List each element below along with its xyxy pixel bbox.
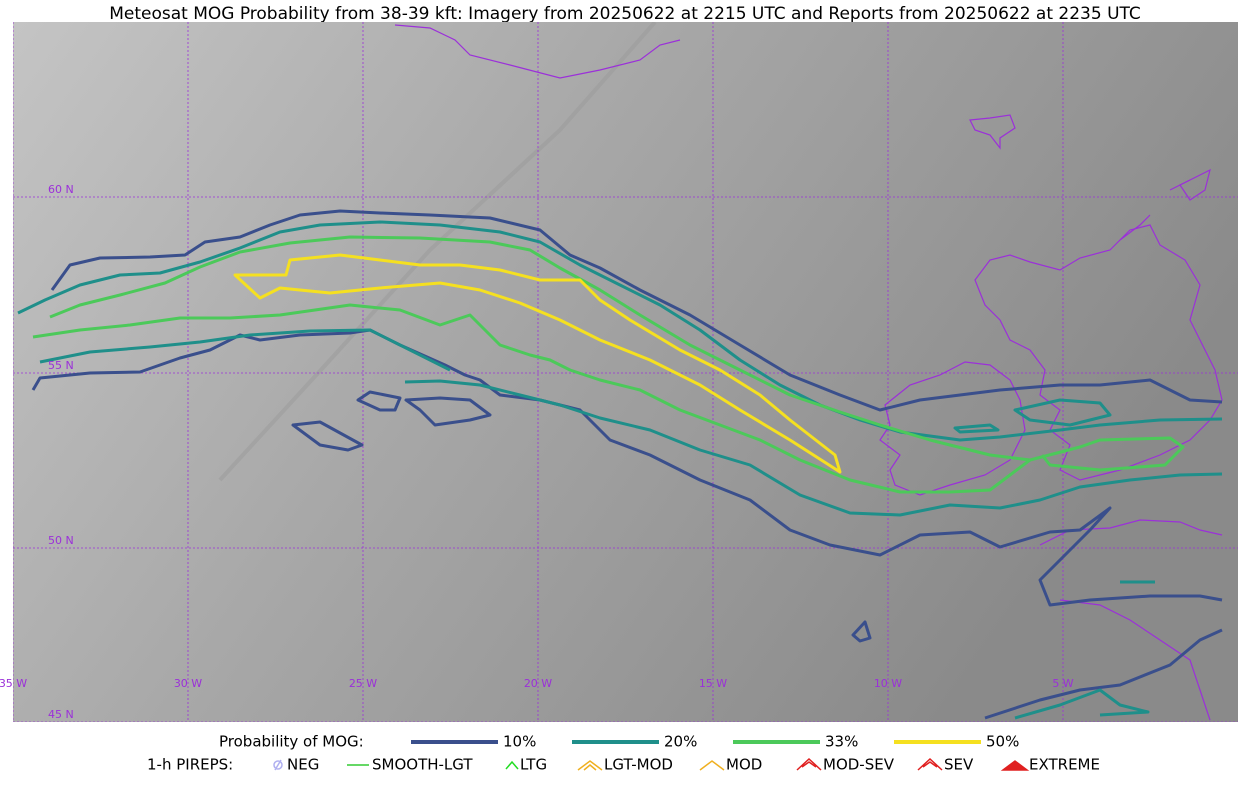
legend-label: SEV bbox=[944, 756, 974, 774]
contour-50 bbox=[233, 253, 842, 474]
legend-label: LTG bbox=[520, 756, 547, 774]
contour-33 bbox=[49, 235, 1185, 472]
legend-label: MOD bbox=[726, 756, 762, 774]
contour-33 bbox=[32, 303, 1031, 494]
legend-label: 10% bbox=[503, 733, 536, 751]
legend-label: NEG bbox=[287, 756, 319, 774]
legend-label: MOD-SEV bbox=[823, 756, 895, 774]
lon-label: 35 W bbox=[0, 677, 27, 690]
legend-label: 50% bbox=[986, 733, 1019, 751]
legend-probability: Probability of MOG: 10% 20% 33% 50% bbox=[219, 733, 1019, 751]
lat-label: 50 N bbox=[48, 534, 74, 547]
contour-10 bbox=[291, 390, 1223, 720]
satellite-image bbox=[13, 22, 1238, 722]
lat-label: 45 N bbox=[48, 708, 74, 721]
legend-pireps: 1-h PIREPS: NEG SMOOTH-LGT LTG LGT-MOD MOD MOD… bbox=[147, 756, 1100, 774]
coastline bbox=[1179, 168, 1211, 201]
legend-label: SMOOTH-LGT bbox=[372, 756, 473, 774]
coastline bbox=[1119, 179, 1191, 241]
image-artifact bbox=[218, 22, 657, 482]
legend-label: LGT-MOD bbox=[604, 756, 673, 774]
lon-label: 5 W bbox=[1052, 677, 1073, 690]
legend-symbol bbox=[577, 760, 603, 771]
legend-symbol bbox=[917, 757, 943, 771]
legend-symbol bbox=[1000, 760, 1030, 771]
lon-label: 30 W bbox=[174, 677, 202, 690]
contour-10 bbox=[50, 209, 1223, 412]
legend-symbol bbox=[273, 759, 283, 771]
contour-20 bbox=[17, 220, 1223, 442]
legend-title: 1-h PIREPS: bbox=[147, 756, 233, 774]
legend-symbol bbox=[505, 760, 519, 770]
contour-20 bbox=[39, 328, 1223, 517]
coastline bbox=[394, 24, 681, 79]
legend-label: EXTREME bbox=[1029, 756, 1100, 774]
graticule bbox=[13, 22, 1238, 722]
lon-label: 10 W bbox=[874, 677, 902, 690]
legend-symbol bbox=[796, 757, 822, 771]
legend-label: 33% bbox=[825, 733, 858, 751]
coastline bbox=[969, 114, 1016, 150]
lat-label: 60 N bbox=[48, 183, 74, 196]
map bbox=[13, 22, 1238, 722]
legend-label: 20% bbox=[664, 733, 697, 751]
contour-20 bbox=[953, 398, 1155, 720]
title: Meteosat MOG Probability from 38-39 kft:… bbox=[109, 4, 1141, 24]
legend-title: Probability of MOG: bbox=[219, 733, 364, 751]
coastlines bbox=[394, 24, 1223, 721]
lon-label: 15 W bbox=[699, 677, 727, 690]
coastline-ireland bbox=[879, 361, 1026, 496]
lon-label: 20 W bbox=[524, 677, 552, 690]
coastline-great-britain bbox=[974, 224, 1223, 481]
lat-label: 55 N bbox=[48, 359, 74, 372]
lon-label: 25 W bbox=[349, 677, 377, 690]
legend-symbol bbox=[699, 760, 725, 771]
contours bbox=[17, 209, 1223, 720]
